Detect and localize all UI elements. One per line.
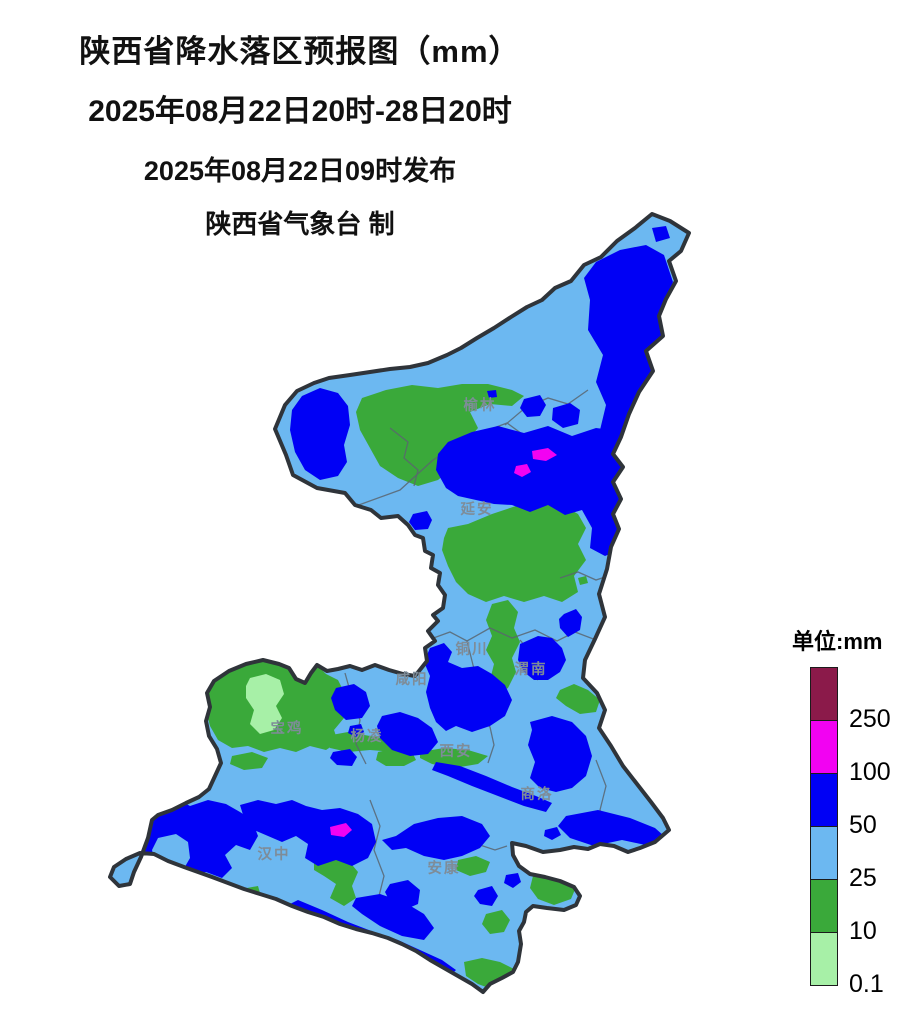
precip-zone-shape — [528, 716, 592, 792]
precip-zone-shape — [486, 600, 520, 694]
precip-zone-shape — [578, 576, 588, 585]
precip-zone-shape — [389, 427, 419, 487]
city-label-安康: 安康 — [428, 859, 461, 877]
precip-zone-shape — [356, 384, 524, 486]
precip-zone-shape — [442, 498, 586, 602]
precip-zone-shape — [559, 571, 609, 581]
legend-swatch-50: 50 — [810, 773, 877, 839]
precip-zone-shape — [504, 389, 589, 426]
precip-zone-shape — [456, 856, 490, 876]
precip-zone-shape — [409, 511, 432, 530]
precip-zone-shape — [436, 426, 638, 556]
city-label-咸阳: 咸阳 — [396, 670, 429, 688]
city-label-宝鸡: 宝鸡 — [271, 719, 304, 737]
precip-zone-shape — [520, 395, 546, 417]
legend-swatch-0.1: 0.1 — [810, 932, 884, 998]
precip-zone-shape — [652, 226, 670, 242]
precip-zone-shape — [331, 684, 370, 720]
precip-zone-shape — [290, 388, 350, 480]
precip-zone-shape — [385, 880, 420, 910]
legend-swatch-10: 10 — [810, 879, 877, 945]
precip-zone-shape — [330, 749, 357, 766]
legend-threshold-label: 100 — [849, 758, 891, 786]
precip-zone-shape — [552, 403, 580, 428]
precip-zone-shape — [518, 636, 566, 680]
city-label-汉中: 汉中 — [258, 845, 291, 863]
legend: 单位:mm 250 100 50 25 10 0.1 — [788, 624, 900, 998]
legend-threshold-label: 50 — [849, 811, 877, 839]
legend-swatch-250: 250 — [810, 667, 891, 733]
city-label-渭南: 渭南 — [515, 660, 548, 678]
precip-zone-shape — [352, 894, 434, 940]
legend-threshold-label: 25 — [849, 864, 877, 892]
precip-zone-shape — [204, 883, 219, 894]
precip-zone-shape — [424, 643, 512, 732]
precip-zone-shape — [504, 873, 521, 888]
city-label-延安: 延安 — [460, 500, 494, 518]
legend-color-bar: 250 100 50 25 10 0.1 — [810, 667, 891, 998]
city-label-商洛: 商洛 — [521, 785, 554, 803]
zones-100-250mm — [330, 448, 557, 837]
precip-zone-shape — [559, 609, 582, 637]
city-label-榆林: 榆林 — [464, 396, 497, 414]
precip-zone-shape — [246, 674, 284, 734]
precip-zone-shape — [482, 910, 510, 934]
issuer: 陕西省气象台 制 — [205, 209, 395, 239]
legend-unit-label: 单位:mm — [792, 629, 883, 654]
legend-swatch-25: 25 — [810, 826, 877, 892]
precip-zone-shape — [556, 684, 600, 714]
legend-threshold-label: 250 — [849, 705, 891, 733]
legend-threshold-label: 0.1 — [849, 970, 884, 998]
precip-zone-shape — [544, 827, 561, 840]
precip-zone-shape — [240, 800, 376, 866]
precip-zone-shape — [514, 464, 531, 477]
precip-zone-shape — [432, 762, 552, 812]
precip-zone-shape — [558, 810, 664, 846]
precip-zone-shape — [382, 816, 490, 860]
city-label-杨凌: 杨凌 — [351, 727, 384, 745]
map-title: 陕西省降水落区预报图（mm） — [79, 34, 521, 69]
precip-zone-shape — [377, 712, 438, 756]
legend-swatch-100: 100 — [810, 720, 891, 786]
zones-0-10mm — [246, 674, 284, 734]
valid-period: 2025年08月22日20时-28日20时 — [88, 95, 512, 128]
precip-zone-shape — [348, 724, 364, 737]
city-label-铜川: 铜川 — [456, 640, 489, 658]
issue-time: 2025年08月22日09时发布 — [143, 156, 457, 186]
legend-threshold-label: 10 — [849, 917, 877, 945]
city-label-西安: 西安 — [440, 742, 473, 760]
title-block: 陕西省降水落区预报图（mm） 2025年08月22日20时-28日20时 202… — [0, 26, 600, 241]
precip-zone-shape — [230, 752, 268, 770]
precip-zone-shape — [487, 390, 497, 398]
province-border — [108, 212, 691, 994]
precip-zone-shape — [474, 886, 498, 906]
precip-zone-shape — [584, 245, 673, 448]
precip-zone-shape — [330, 823, 352, 837]
precip-zone-shape — [532, 448, 557, 461]
precip-zone-shape — [314, 856, 358, 906]
